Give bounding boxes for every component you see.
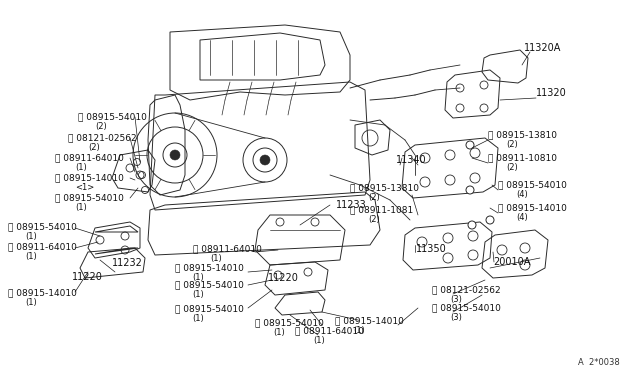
Text: Ⓡ 08915-54010: Ⓡ 08915-54010 bbox=[55, 193, 124, 202]
Text: Ⓡ 08915-13810: Ⓡ 08915-13810 bbox=[350, 183, 419, 192]
Text: (1): (1) bbox=[75, 203, 87, 212]
Text: (1): (1) bbox=[192, 273, 204, 282]
Text: Ⓡ 08915-54010: Ⓡ 08915-54010 bbox=[255, 318, 324, 327]
Text: Ⓝ 08911-64010: Ⓝ 08911-64010 bbox=[295, 326, 364, 335]
Text: (1): (1) bbox=[192, 314, 204, 323]
Text: Ⓡ 08915-14010: Ⓡ 08915-14010 bbox=[498, 203, 567, 212]
Text: Ⓝ 08911-10810: Ⓝ 08911-10810 bbox=[488, 153, 557, 162]
Text: Ⓡ 08915-13810: Ⓡ 08915-13810 bbox=[488, 130, 557, 139]
Text: (2): (2) bbox=[95, 122, 107, 131]
Text: (2): (2) bbox=[368, 215, 380, 224]
Text: (1): (1) bbox=[25, 252, 36, 261]
Text: Ⓡ 08915-54010: Ⓡ 08915-54010 bbox=[8, 222, 77, 231]
Text: (1): (1) bbox=[192, 290, 204, 299]
Text: 11232: 11232 bbox=[112, 258, 143, 268]
Text: Ⓡ 08915-14010: Ⓡ 08915-14010 bbox=[175, 263, 244, 272]
Text: (1): (1) bbox=[353, 326, 365, 335]
Text: (1): (1) bbox=[25, 298, 36, 307]
Text: Ⓝ 08911-64010: Ⓝ 08911-64010 bbox=[8, 242, 77, 251]
Text: (4): (4) bbox=[516, 190, 528, 199]
Text: Ⓡ 08915-54010: Ⓡ 08915-54010 bbox=[498, 180, 567, 189]
Circle shape bbox=[466, 186, 474, 194]
Text: Ⓝ 08911-64010: Ⓝ 08911-64010 bbox=[193, 244, 262, 253]
Text: 11220: 11220 bbox=[72, 272, 103, 282]
Text: (3): (3) bbox=[450, 295, 462, 304]
Text: Ⓡ 08915-14010: Ⓡ 08915-14010 bbox=[335, 316, 404, 325]
Text: 11350: 11350 bbox=[416, 244, 447, 254]
Text: 20010A: 20010A bbox=[493, 257, 531, 267]
Circle shape bbox=[260, 155, 270, 165]
Text: (4): (4) bbox=[516, 213, 528, 222]
Text: (1): (1) bbox=[210, 254, 221, 263]
Text: A  2*0038: A 2*0038 bbox=[579, 358, 620, 367]
Circle shape bbox=[170, 150, 180, 160]
Text: (2): (2) bbox=[506, 163, 518, 172]
Text: Ⓑ 08121-02562: Ⓑ 08121-02562 bbox=[432, 285, 500, 294]
Text: Ⓝ 08911-64010: Ⓝ 08911-64010 bbox=[55, 153, 124, 162]
Text: Ⓝ 08911-1081: Ⓝ 08911-1081 bbox=[350, 205, 413, 214]
Text: 11340: 11340 bbox=[396, 155, 427, 165]
Text: 11220: 11220 bbox=[268, 273, 299, 283]
Text: (2): (2) bbox=[88, 143, 100, 152]
Text: Ⓡ 08915-54010: Ⓡ 08915-54010 bbox=[175, 304, 244, 313]
Text: (1): (1) bbox=[25, 232, 36, 241]
Text: (1): (1) bbox=[75, 163, 87, 172]
Circle shape bbox=[466, 141, 474, 149]
Text: Ⓑ 08121-02562: Ⓑ 08121-02562 bbox=[68, 133, 136, 142]
Text: Ⓡ 08915-14010: Ⓡ 08915-14010 bbox=[55, 173, 124, 182]
Text: 11320A: 11320A bbox=[524, 43, 561, 53]
Text: (2): (2) bbox=[368, 193, 380, 202]
Text: (1): (1) bbox=[313, 336, 324, 345]
Text: Ⓡ 08915-54010: Ⓡ 08915-54010 bbox=[175, 280, 244, 289]
Text: (2): (2) bbox=[506, 140, 518, 149]
Text: 11320: 11320 bbox=[536, 88, 567, 98]
Text: 11233: 11233 bbox=[336, 200, 367, 210]
Text: Ⓡ 08915-14010: Ⓡ 08915-14010 bbox=[8, 288, 77, 297]
Text: Ⓡ 08915-54010: Ⓡ 08915-54010 bbox=[78, 112, 147, 121]
Text: (1): (1) bbox=[273, 328, 285, 337]
Text: Ⓡ 08915-54010: Ⓡ 08915-54010 bbox=[432, 303, 501, 312]
Text: <1>: <1> bbox=[75, 183, 94, 192]
Text: (3): (3) bbox=[450, 313, 462, 322]
Circle shape bbox=[468, 221, 476, 229]
Circle shape bbox=[486, 216, 494, 224]
